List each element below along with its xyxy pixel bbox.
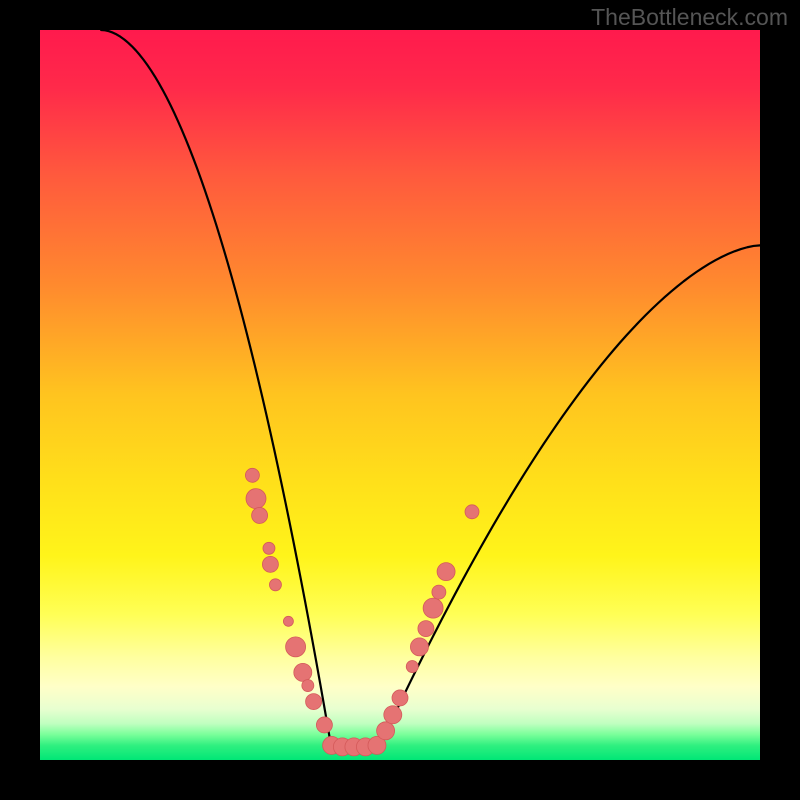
- data-point: [269, 579, 281, 591]
- data-point: [306, 694, 322, 710]
- data-point: [263, 542, 275, 554]
- data-point: [423, 598, 443, 618]
- data-point: [410, 638, 428, 656]
- data-point: [418, 621, 434, 637]
- data-point: [302, 680, 314, 692]
- data-point: [432, 585, 446, 599]
- data-point: [245, 468, 259, 482]
- data-point: [377, 722, 395, 740]
- data-point: [262, 556, 278, 572]
- data-point: [252, 507, 268, 523]
- data-point: [316, 717, 332, 733]
- data-point: [294, 663, 312, 681]
- data-point: [246, 489, 266, 509]
- data-point: [286, 637, 306, 657]
- data-point: [384, 706, 402, 724]
- watermark-text: TheBottleneck.com: [591, 4, 788, 31]
- data-point: [283, 616, 293, 626]
- bottleneck-chart: [0, 0, 800, 800]
- plot-area: [40, 30, 760, 760]
- data-point: [392, 690, 408, 706]
- data-point: [465, 505, 479, 519]
- data-point: [437, 563, 455, 581]
- data-point: [406, 661, 418, 673]
